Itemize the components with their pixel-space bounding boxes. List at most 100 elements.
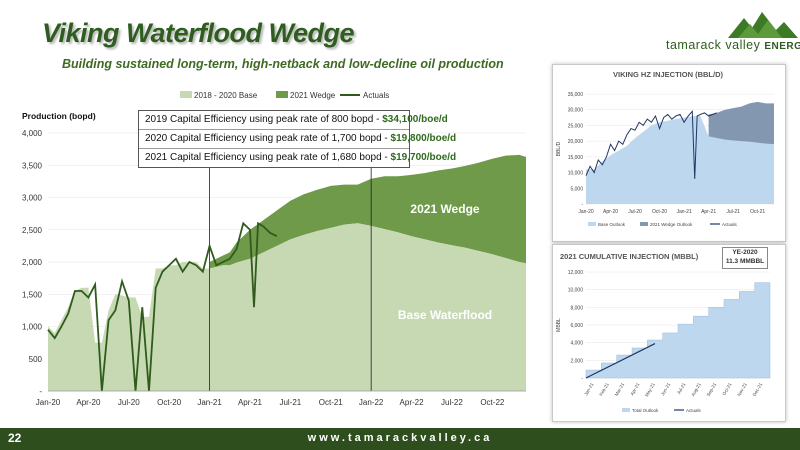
x-tick-label: Dec-21 [752,382,764,397]
annotation-row: 2021 Capital Efficiency using peak rate … [139,149,456,167]
y-tick-label: 4,000 [22,129,43,138]
legend-label: Actuals [686,408,702,413]
ye-value: 11.3 MMBBL [725,258,765,265]
x-tick-label: Jan-21 [676,209,692,215]
x-tick-label: Feb-21 [598,382,610,397]
x-tick-label: Aug-21 [690,382,702,397]
legend-swatch-base [588,222,596,226]
cumulative-injection-title: 2021 CUMULATIVE INJECTION (MBBL) [560,252,699,261]
x-tick-label: Oct-20 [652,209,667,215]
wedge-area [209,154,527,269]
wedge-area-label: 2021 Wedge [410,202,479,216]
legend-swatch-base [180,91,192,98]
tamarack-logo-mountains [728,12,798,38]
y-axis-label: BBL/D [556,141,562,156]
x-tick-label: Jul-22 [441,398,463,407]
x-tick-label: Jul-21 [279,398,301,407]
x-tick-label: Jan-21 [197,398,222,407]
annotation-value: $19,800/boe/d [390,133,457,144]
x-tick-label: Apr-20 [603,209,618,215]
x-tick-label: Apr-21 [701,209,716,215]
annotation-row: 2020 Capital Efficiency using peak rate … [139,130,456,149]
y-tick-label: 2,500 [22,226,43,235]
actuals-line [47,221,278,392]
annotation-text: 2019 Capital Efficiency using peak rate … [145,114,383,125]
legend-label: Actuals [363,91,389,100]
annotation-text: 2021 Capital Efficiency using peak rate … [145,152,391,163]
slide-title: Viking Waterflood Wedge [42,18,355,48]
footer-url: www.tamarackvalley.ca [307,432,493,444]
y-tick-label: 1,000 [22,323,43,332]
x-tick-label: Sep-21 [706,382,718,397]
y-tick-label: 20,000 [568,139,584,145]
y-tick-label: 15,000 [568,155,584,161]
y-axis-label: Production (bopd) [22,111,96,121]
cumulative-injection-chart: - 2,000 4,000 6,000 8,000 10,000 12,000 MBBL Jan… [556,270,771,413]
y-tick-label: 10,000 [568,288,584,294]
x-tick-label: Jan-22 [359,398,384,407]
x-tick-label: Oct-22 [480,398,505,407]
actuals-line [585,343,656,379]
production-chart: - 500 1,000 1,500 2,000 2,500 3,000 3,500 4,000 P… [22,91,527,407]
x-tick-label: Apr-22 [400,398,425,407]
y-tick-label: 12,000 [568,270,584,276]
y-tick-label: 6,000 [570,323,583,329]
x-tick-label: Jul-21 [676,382,687,396]
y-axis-label: MBBL [556,318,562,332]
legend-label: Total Outlook [632,408,659,413]
y-tick-label: 500 [29,355,43,364]
x-tick-label: Mar-21 [614,382,626,397]
wedge-outlook-area [708,101,774,145]
x-tick-label: Jul-20 [628,209,642,215]
x-tick-label: Jan-20 [36,398,61,407]
y-tick-label: 4,000 [570,341,583,347]
logo-text: tamarack valley ENERGY [666,38,800,52]
x-tick-label: Jun-21 [660,382,671,397]
x-tick-label: Jan-20 [578,209,594,215]
legend-label: 2021 Wedge Outlook [650,222,693,227]
y-tick-label: - [39,387,42,396]
x-tick-label: Jul-21 [726,209,740,215]
legend-label: 2021 Wedge [290,91,336,100]
page-number: 22 [8,431,22,445]
x-tick-label: May-21 [644,382,656,398]
annotation-row: 2019 Capital Efficiency using peak rate … [139,111,448,130]
y-tick-label: 35,000 [568,92,584,98]
y-tick-label: 2,000 [570,358,583,364]
logo-suffix: ENERGY [764,41,800,52]
injection-rate-chart: - 5,000 10,000 15,000 20,000 25,000 30,000 35,0… [556,92,774,227]
legend-swatch-wedge [276,91,288,98]
x-tick-label: Jan-21 [583,382,594,397]
y-tick-label: - [581,202,583,208]
y-tick-label: 25,000 [568,123,584,129]
base-area [48,223,526,391]
y-tick-label: 8,000 [570,305,583,311]
y-tick-label: 3,000 [22,194,43,203]
y-tick-label: 3,500 [22,161,43,170]
injection-rate-title: VIKING HZ INJECTION (BBL/D) [613,70,723,79]
logo-name: tamarack valley [666,38,761,52]
annotation-value: $34,100/boe/d [382,114,448,125]
x-tick-label: Apr-20 [76,398,101,407]
legend-label: 2018 - 2020 Base [194,91,258,100]
ye-label: YE-2020 [732,249,758,256]
x-tick-label: Apr-21 [238,398,263,407]
x-tick-label: Oct-20 [157,398,182,407]
actuals-line [585,109,717,179]
x-tick-label: Oct-21 [721,382,732,397]
legend-label: Actuals [722,222,738,227]
x-tick-label: Apr-21 [629,382,640,397]
x-tick-label: Oct-21 [319,398,344,407]
x-tick-label: Nov-21 [736,382,748,397]
ye-2020-callout: YE-2020 11.3 MMBBL [722,247,768,269]
legend-label: Base Outlook [598,222,626,227]
total-outlook-area [585,282,771,379]
y-tick-label: 1,500 [22,290,43,299]
y-tick-label: 5,000 [570,186,583,192]
y-tick-label: 2,000 [22,258,43,267]
y-tick-label: 10,000 [568,171,584,177]
y-tick-label: - [581,376,583,382]
annotation-text: 2020 Capital Efficiency using peak rate … [145,133,391,144]
legend-swatch-wedge [640,222,648,226]
capital-efficiency-box: 2019 Capital Efficiency using peak rate … [138,110,456,168]
